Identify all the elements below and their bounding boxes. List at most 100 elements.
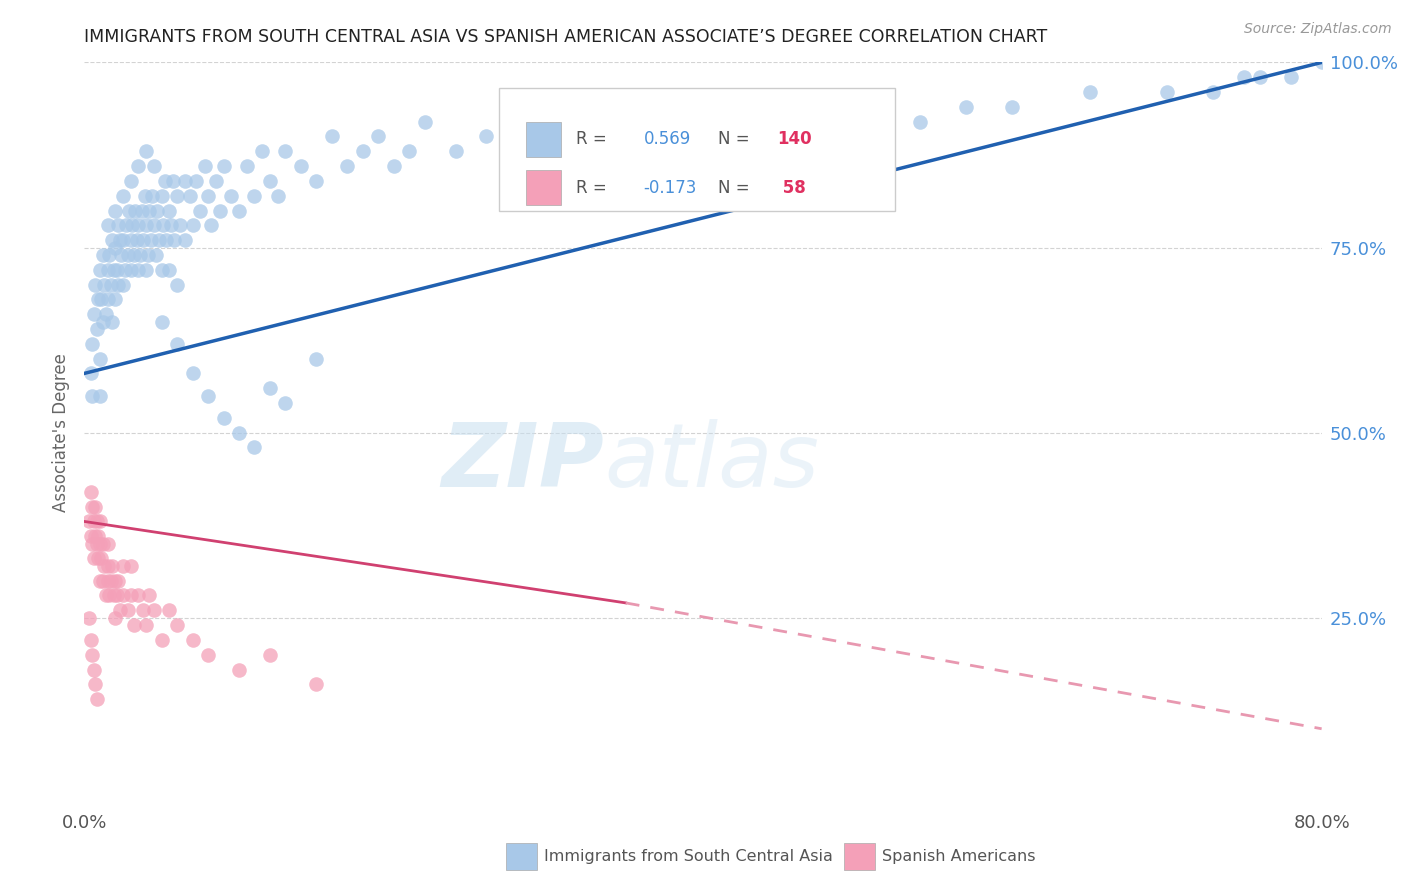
Point [148,233,170,247]
Point [166,188,188,202]
Point [321,129,343,144]
Point [127,262,149,277]
Text: Spanish Americans: Spanish Americans [882,849,1035,863]
Point [77,610,100,624]
Point [84,529,107,543]
Point [117,248,139,262]
Point [197,388,219,402]
Point [87,551,110,566]
Point [235,159,259,173]
Point [367,129,389,144]
Text: 140: 140 [778,130,811,148]
Point [89,388,111,402]
Text: -0.173: -0.173 [644,178,697,196]
Point [104,240,127,255]
Point [100,277,122,292]
Point [89,536,111,550]
Text: atlas: atlas [605,419,818,505]
Text: Immigrants from South Central Asia: Immigrants from South Central Asia [544,849,832,863]
Point [79,632,101,647]
Point [83,663,105,677]
Point [101,314,124,328]
Point [209,203,232,218]
Point [212,159,235,173]
Point [150,314,173,328]
Point [815,114,838,128]
Point [86,692,108,706]
Point [174,174,197,188]
Point [96,262,118,277]
Point [135,145,157,159]
Point [181,219,204,233]
Point [228,663,250,677]
Point [614,114,637,128]
Point [769,100,792,114]
Point [138,589,160,603]
Point [101,558,124,573]
Point [274,145,297,159]
Point [181,367,204,381]
Point [120,589,142,603]
Point [166,277,188,292]
Y-axis label: Associate's Degree: Associate's Degree [52,353,70,512]
Text: 58: 58 [778,178,806,196]
Point [122,248,145,262]
Point [110,248,132,262]
Point [352,145,374,159]
Point [475,129,498,144]
Point [200,219,222,233]
Point [197,188,219,202]
Text: R =: R = [575,178,612,196]
Point [94,307,117,321]
Point [103,589,125,603]
Text: 0.569: 0.569 [644,130,690,148]
Point [243,441,266,455]
FancyBboxPatch shape [499,88,894,211]
Point [87,293,110,307]
Text: IMMIGRANTS FROM SOUTH CENTRAL ASIA VS SPANISH AMERICAN ASSOCIATE’S DEGREE CORREL: IMMIGRANTS FROM SOUTH CENTRAL ASIA VS SP… [84,28,1047,45]
Point [79,484,101,499]
Point [692,114,714,128]
Point [150,262,173,277]
Point [84,677,107,691]
Point [259,648,281,662]
Point [398,145,420,159]
Point [112,188,135,202]
Point [90,551,112,566]
Point [104,203,127,218]
Point [127,219,149,233]
Point [98,589,121,603]
Point [86,322,108,336]
Point [103,262,125,277]
Point [1279,70,1302,85]
Point [104,574,127,588]
Point [1001,100,1024,114]
Point [121,219,143,233]
Point [155,233,177,247]
Point [135,618,157,632]
Point [1233,70,1256,85]
Point [166,618,188,632]
Point [159,603,180,617]
Point [131,203,153,218]
Point [162,174,184,188]
Point [127,589,149,603]
Point [136,248,159,262]
Point [194,159,217,173]
Point [143,159,166,173]
Point [1310,55,1333,70]
Point [862,100,884,114]
Point [274,396,297,410]
Point [661,129,683,144]
Point [723,129,745,144]
Point [120,233,142,247]
Point [135,262,157,277]
Point [83,307,105,321]
Point [179,188,201,202]
Point [120,174,142,188]
Point [132,233,155,247]
Point [93,277,115,292]
Point [1357,70,1379,85]
Point [267,188,290,202]
Point [219,188,242,202]
